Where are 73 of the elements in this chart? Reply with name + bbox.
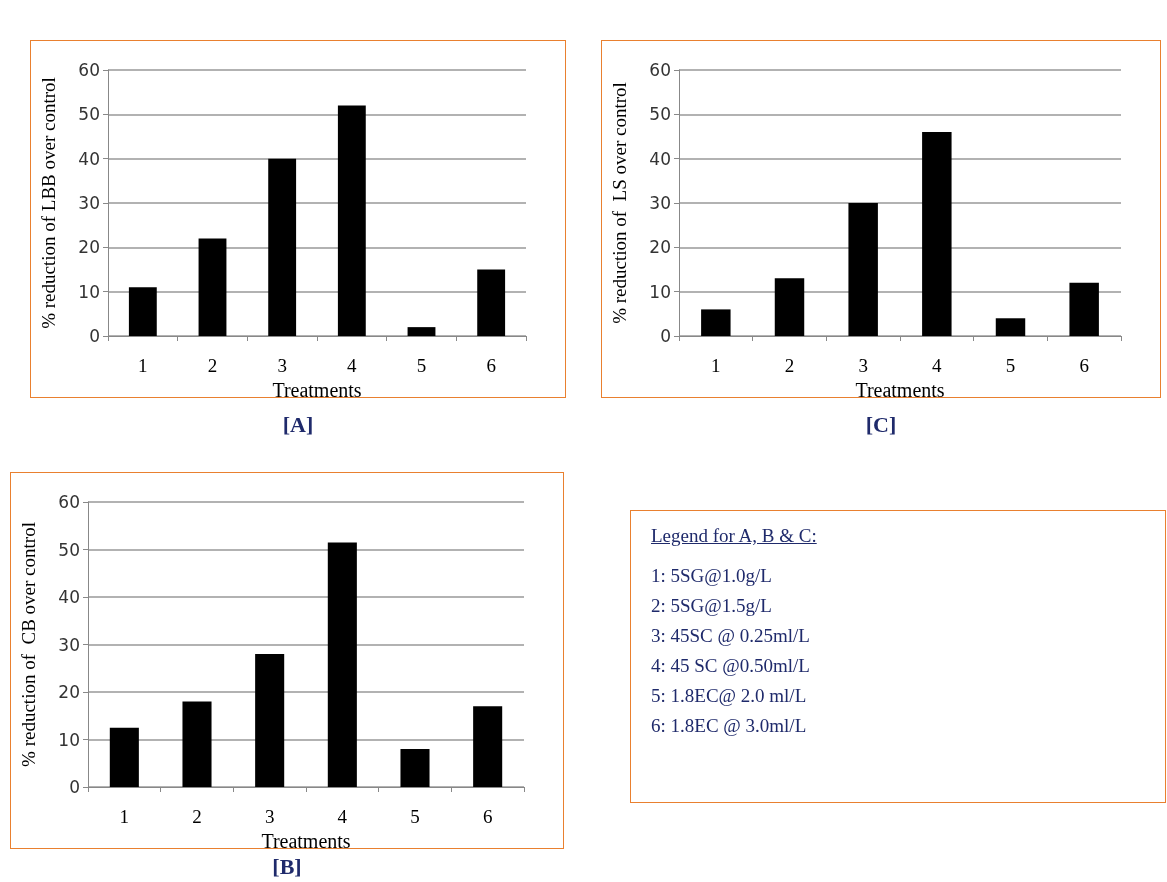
bar bbox=[407, 327, 436, 336]
bar bbox=[255, 654, 285, 787]
y-tick-label: 20 bbox=[58, 682, 80, 702]
y-tick-label: 30 bbox=[78, 193, 100, 213]
y-tick-label: 20 bbox=[78, 237, 100, 258]
text: 3: 45SC @ 0.25ml/L bbox=[651, 625, 811, 647]
y-tick-label: 0 bbox=[660, 326, 671, 346]
bar bbox=[337, 105, 366, 336]
bar bbox=[848, 203, 878, 336]
y-tick-label: 30 bbox=[649, 193, 671, 213]
y-tick-label: 60 bbox=[78, 60, 100, 80]
y-tick-label: 60 bbox=[58, 492, 80, 512]
y-axis-title: % reduction of LS over control bbox=[609, 82, 630, 324]
y-tick-label: 40 bbox=[78, 148, 100, 169]
y-axis-title: % reduction of LBB over control bbox=[38, 77, 59, 329]
x-tick-label: 2 bbox=[207, 355, 218, 376]
x-tick-label: 1 bbox=[119, 806, 130, 827]
y-tick-label: 10 bbox=[78, 281, 100, 302]
text: 2: 5SG@1.5g/L bbox=[651, 595, 773, 617]
y-tick-label: 0 bbox=[69, 777, 80, 797]
y-tick-label: 50 bbox=[649, 104, 671, 125]
bar bbox=[1069, 282, 1099, 336]
x-tick-label: 2 bbox=[784, 355, 795, 376]
bar bbox=[473, 706, 503, 787]
y-axis-title: % reduction of CB over control bbox=[18, 522, 39, 767]
y-tick-label: 10 bbox=[58, 729, 80, 750]
bar bbox=[268, 158, 297, 336]
x-tick-label: 6 bbox=[486, 355, 496, 376]
x-axis-title: Treatments bbox=[855, 378, 945, 401]
bar bbox=[922, 132, 952, 336]
x-tick-label: 3 bbox=[264, 806, 275, 827]
text: 1: 5SG@1.0g/L bbox=[651, 565, 773, 587]
x-tick-label: 5 bbox=[1005, 355, 1016, 376]
x-tick-label: 4 bbox=[347, 355, 358, 376]
y-tick-label: 50 bbox=[78, 104, 100, 125]
x-tick-label: 1 bbox=[711, 355, 721, 376]
x-tick-label: 6 bbox=[1079, 355, 1089, 376]
y-tick-label: 10 bbox=[649, 281, 671, 302]
text: 5: 1.8EC@ 2.0 ml/L bbox=[651, 685, 808, 707]
x-tick-label: 4 bbox=[932, 355, 943, 376]
text: [C] bbox=[865, 411, 897, 437]
bar bbox=[701, 309, 731, 336]
text: [B] bbox=[272, 853, 302, 879]
x-tick-label: 5 bbox=[416, 355, 427, 376]
text: 6: 1.8EC @ 3.0ml/L bbox=[651, 715, 808, 737]
y-tick-label: 30 bbox=[58, 634, 80, 655]
x-tick-label: 5 bbox=[410, 806, 420, 827]
text: 4: 45 SC @0.50ml/L bbox=[651, 655, 811, 677]
x-tick-label: 3 bbox=[858, 355, 868, 376]
x-tick-label: 6 bbox=[482, 806, 493, 827]
y-tick-label: 40 bbox=[649, 148, 671, 169]
bar bbox=[400, 749, 430, 787]
x-axis-title: Treatments bbox=[272, 378, 362, 401]
bar bbox=[109, 727, 139, 787]
x-tick-label: 2 bbox=[192, 806, 202, 827]
y-tick-label: 60 bbox=[649, 60, 671, 80]
bar bbox=[182, 701, 212, 787]
y-tick-label: 0 bbox=[89, 326, 100, 346]
y-tick-label: 40 bbox=[58, 587, 80, 607]
bar bbox=[995, 318, 1026, 336]
bar bbox=[477, 269, 506, 336]
text: [A] bbox=[282, 411, 314, 437]
text: Legend for A, B & C: bbox=[651, 525, 818, 547]
bar bbox=[198, 238, 227, 336]
bar bbox=[327, 542, 357, 787]
bar bbox=[128, 287, 157, 336]
bar bbox=[774, 278, 805, 336]
x-tick-label: 3 bbox=[277, 355, 287, 376]
x-tick-label: 1 bbox=[138, 355, 148, 376]
x-tick-label: 4 bbox=[337, 806, 348, 827]
y-tick-label: 50 bbox=[58, 539, 80, 560]
y-tick-label: 20 bbox=[649, 237, 671, 258]
x-axis-title: Treatments bbox=[261, 829, 351, 852]
